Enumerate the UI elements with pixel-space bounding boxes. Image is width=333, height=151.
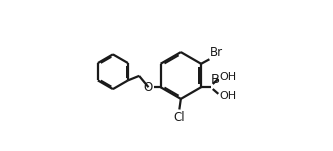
Text: B: B	[211, 73, 220, 86]
Text: OH: OH	[219, 91, 236, 101]
Text: O: O	[143, 81, 153, 94]
Text: Br: Br	[210, 45, 223, 58]
Text: Cl: Cl	[173, 111, 185, 124]
Text: OH: OH	[219, 72, 236, 82]
